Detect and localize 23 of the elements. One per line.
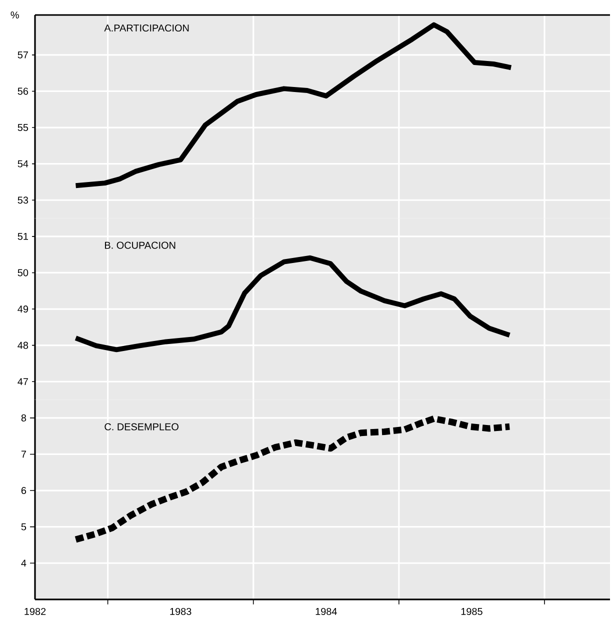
y-tick-label: 50 — [18, 269, 28, 276]
y-tick-label: 7 — [21, 450, 26, 458]
y-tick-label: 53 — [18, 196, 28, 204]
y-tick-label: 49 — [18, 306, 28, 313]
text: C. DESEMPLEO — [104, 423, 178, 430]
y-tick-label: 8 — [21, 414, 26, 422]
y-tick-label: 57 — [18, 51, 28, 58]
y-tick-label: 56 — [18, 88, 28, 95]
x-tick-label: 1983 — [170, 608, 192, 615]
y-tick-label: 55 — [18, 124, 28, 131]
x-tick-label: 1985 — [461, 608, 482, 615]
y-tick-label: 6 — [21, 487, 26, 494]
text: B. OCUPACION — [105, 242, 176, 249]
y-tick-label: 51 — [18, 232, 28, 240]
y-axis-title: % — [10, 12, 19, 18]
x-tick-label: 1982 — [24, 608, 46, 615]
y-tick-label: 5 — [21, 523, 26, 530]
y-tick-label: 54 — [18, 160, 28, 168]
y-tick-label: 48 — [18, 342, 28, 349]
y-tick-label: 4 — [21, 560, 26, 567]
y-tick-label: 47 — [18, 378, 28, 386]
x-tick-label: 1984 — [316, 608, 337, 615]
text: A.PARTICIPACION — [104, 24, 189, 32]
